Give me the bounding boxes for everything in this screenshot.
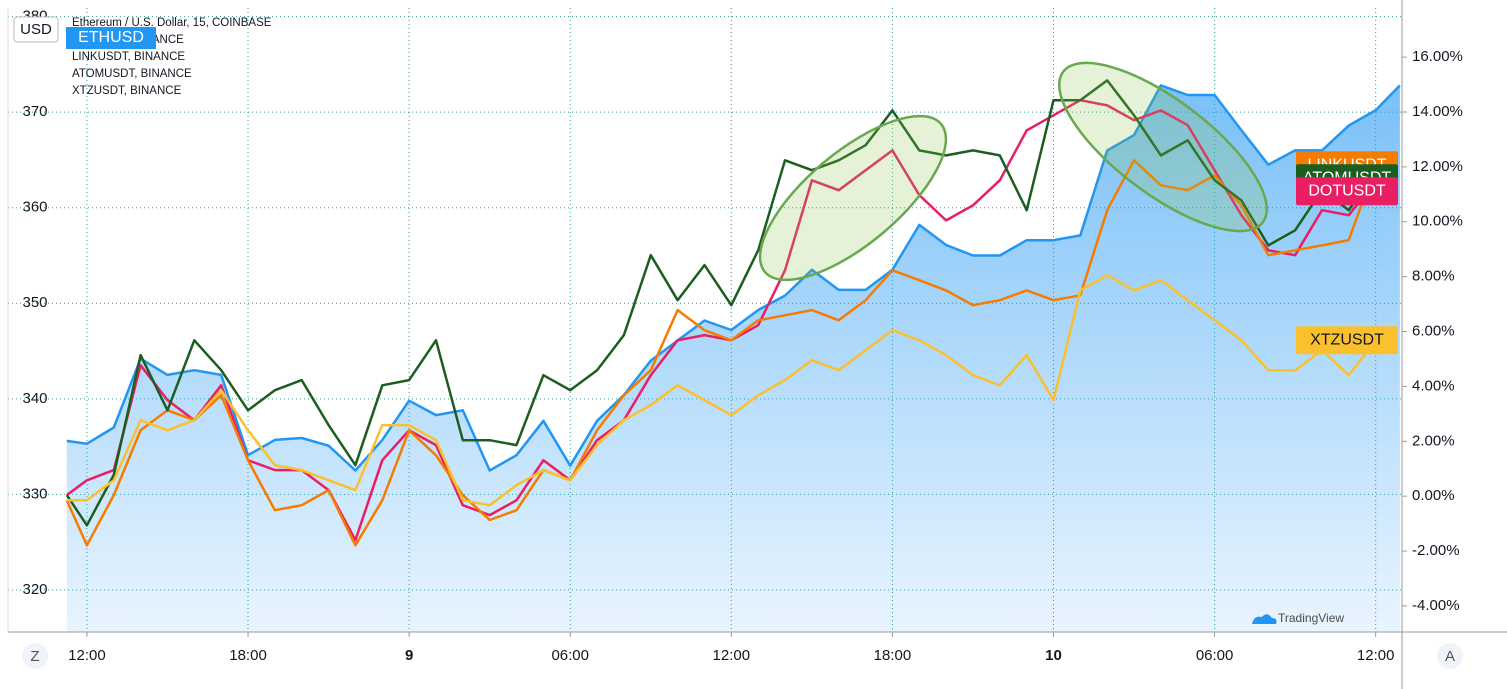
a-button-label[interactable]: A bbox=[1445, 648, 1455, 665]
x-tick-label: 06:00 bbox=[551, 647, 589, 664]
y2-tick-label: 10.00% bbox=[1412, 213, 1463, 230]
x-tick-label: 18:00 bbox=[229, 647, 267, 664]
y2-tick-label: 12.00% bbox=[1412, 158, 1463, 175]
x-tick-label: 18:00 bbox=[874, 647, 912, 664]
a-button[interactable] bbox=[1437, 643, 1463, 669]
y2-tick-label: 8.00% bbox=[1412, 268, 1455, 285]
z-button[interactable] bbox=[22, 643, 48, 669]
y-tick-label: 330 bbox=[22, 485, 47, 502]
y2-tick-label: -2.00% bbox=[1412, 542, 1460, 559]
value-tags: ETHUSDLINKUSDTATOMUSDTDOTUSDTXTZUSDT bbox=[66, 27, 1398, 355]
y2-tick-label: 0.00% bbox=[1412, 487, 1455, 504]
x-tick-label: 06:00 bbox=[1196, 647, 1234, 664]
legend-entry: LINKUSDT, BINANCE bbox=[72, 51, 185, 63]
x-tick-label: 12:00 bbox=[1357, 647, 1395, 664]
y-tick-label: 360 bbox=[22, 199, 47, 216]
y2-tick-label: -4.00% bbox=[1412, 597, 1460, 614]
legend-entry: Ethereum / U.S. Dollar, 15, COINBASE bbox=[72, 17, 272, 29]
line bbox=[66, 274, 1377, 507]
unit-label[interactable]: USD bbox=[20, 21, 52, 38]
y2-tick-label: 4.00% bbox=[1412, 377, 1455, 394]
x-tick-label: 12:00 bbox=[68, 647, 106, 664]
y-tick-label: 320 bbox=[22, 581, 47, 598]
line bbox=[66, 98, 1377, 542]
line bbox=[65, 159, 1377, 547]
highlight-ellipse bbox=[758, 114, 948, 282]
z-button-label[interactable]: Z bbox=[30, 648, 39, 665]
y2-tick-label: 16.00% bbox=[1412, 48, 1463, 65]
plot-area bbox=[65, 79, 1401, 632]
y-tick-label: 350 bbox=[22, 294, 47, 311]
y2-tick-label: 14.00% bbox=[1412, 103, 1463, 120]
watermark: TradingView bbox=[1278, 611, 1344, 625]
line bbox=[66, 84, 1401, 472]
series-tag-box bbox=[66, 27, 156, 49]
y2-tick-label: 2.00% bbox=[1412, 432, 1455, 449]
x-tick-label: 9 bbox=[405, 647, 413, 664]
x-tick-label: 10 bbox=[1045, 647, 1062, 664]
highlight-ellipse bbox=[1057, 61, 1269, 233]
series-tag-box bbox=[1296, 177, 1398, 206]
watermark-logo bbox=[1252, 614, 1277, 624]
legend-entry: ATOMUSDT, BINANCE bbox=[72, 68, 192, 80]
line bbox=[65, 79, 1377, 527]
unit-button[interactable] bbox=[13, 16, 59, 43]
series-tag: DOTUSDT bbox=[1308, 182, 1386, 199]
area bbox=[66, 85, 1400, 632]
legend-entry: XTZUSDT, BINANCE bbox=[72, 85, 182, 97]
y2-tick-label: 6.00% bbox=[1412, 322, 1455, 339]
y-tick-label: 370 bbox=[22, 103, 47, 120]
x-tick-label: 12:00 bbox=[713, 647, 751, 664]
series-tag-box bbox=[1296, 326, 1398, 355]
series-tag: ETHUSD bbox=[78, 29, 144, 46]
y-tick-label: 340 bbox=[22, 390, 47, 407]
series-tag: XTZUSDT bbox=[1310, 332, 1384, 349]
